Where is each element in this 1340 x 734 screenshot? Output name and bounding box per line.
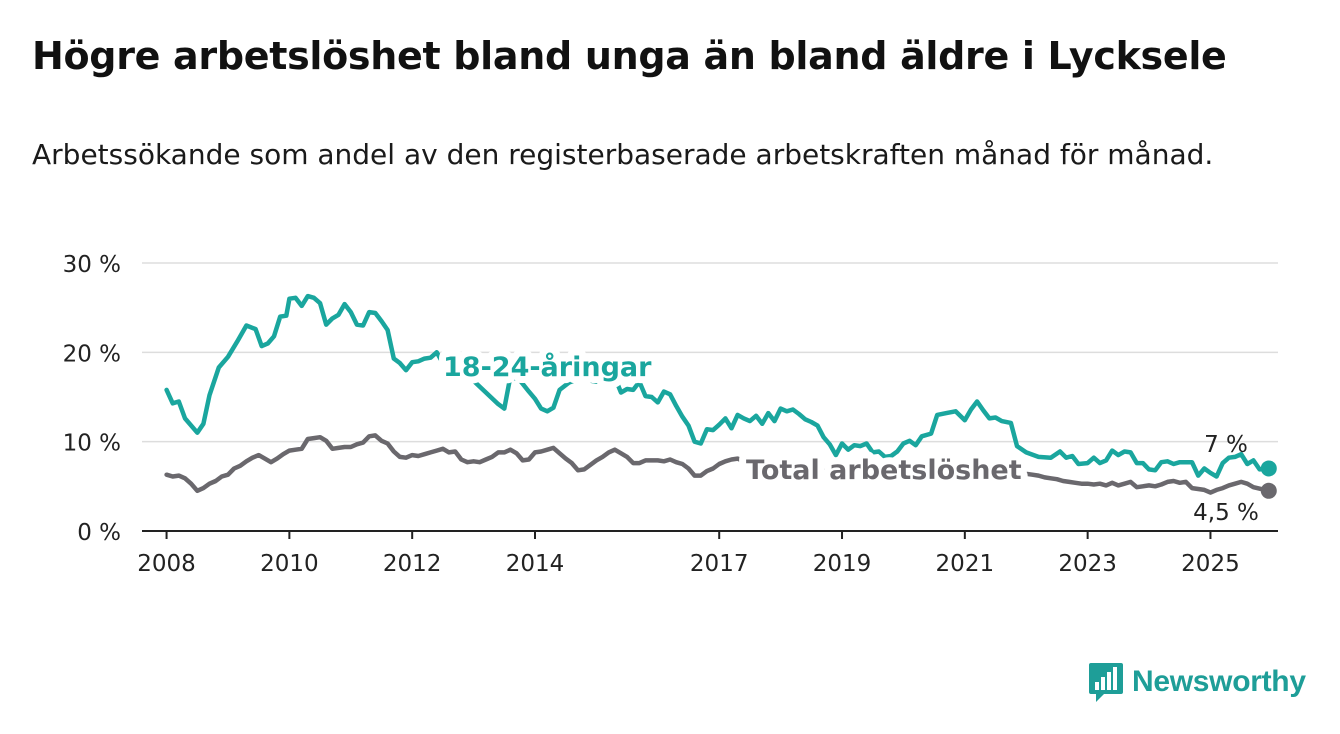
youth-series-label: 18-24-åringar bbox=[443, 351, 652, 383]
youth-series-line bbox=[164, 293, 1272, 479]
x-tick-label: 2025 bbox=[1181, 551, 1240, 577]
y-tick-label: 30 % bbox=[63, 252, 121, 278]
total-series-line bbox=[164, 433, 1272, 495]
chart-subtitle: Arbetssökande som andel av den registerb… bbox=[32, 138, 1214, 171]
total-series-label: Total arbetslöshet bbox=[746, 455, 1022, 486]
x-tick-label: 2008 bbox=[137, 551, 196, 577]
total-end-label: 4,5 % bbox=[1193, 500, 1259, 526]
brand-logo: Newsworthy bbox=[1088, 660, 1306, 704]
x-tick-label: 2014 bbox=[506, 551, 565, 577]
total-series-label-halo: Total arbetslöshet bbox=[746, 455, 1022, 486]
youth-series-label-halo: 18-24-åringar bbox=[443, 351, 652, 383]
brand-name: Newsworthy bbox=[1132, 665, 1306, 698]
y-tick-label: 10 % bbox=[63, 431, 121, 457]
x-tick-label: 2010 bbox=[260, 551, 319, 577]
youth-end-label: 7 % bbox=[1204, 432, 1248, 458]
y-tick-label: 20 % bbox=[63, 341, 121, 367]
x-tick-label: 2019 bbox=[813, 551, 872, 577]
youth-end-dot bbox=[1260, 460, 1277, 477]
total-end-dot bbox=[1260, 482, 1277, 499]
newsworthy-logo-icon bbox=[1089, 663, 1123, 702]
x-tick-label: 2021 bbox=[936, 551, 995, 577]
x-tick-label: 2017 bbox=[690, 551, 749, 577]
x-tick-label: 2012 bbox=[383, 551, 442, 577]
chart-title: Högre arbetslöshet bland unga än bland ä… bbox=[32, 34, 1227, 78]
y-tick-label: 0 % bbox=[77, 520, 121, 546]
x-tick-label: 2023 bbox=[1058, 551, 1117, 577]
